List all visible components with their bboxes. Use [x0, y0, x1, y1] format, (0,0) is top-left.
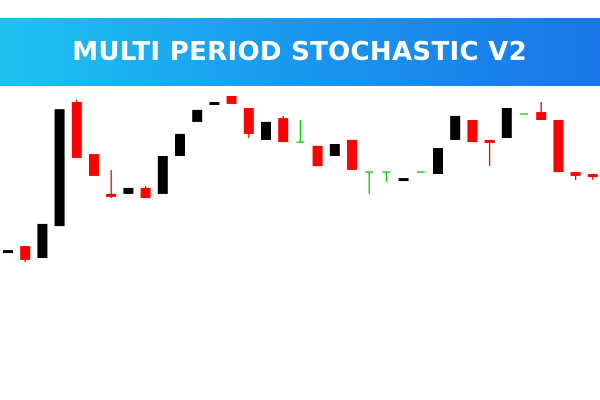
- candle-11: [175, 133, 185, 156]
- candle-body: [243, 108, 254, 134]
- candle-body: [192, 109, 203, 122]
- candle-body: [398, 178, 409, 182]
- candle-2: [20, 246, 31, 263]
- candle-30: [501, 108, 512, 138]
- candle-4: [54, 109, 65, 227]
- candle-28: [467, 120, 478, 143]
- candle-body: [209, 102, 220, 105]
- candle-body: [329, 144, 340, 156]
- candle-body: [261, 121, 271, 140]
- candle-1: [3, 250, 13, 254]
- chart-title: MULTI PERIOD STOCHASTIC V2: [72, 37, 527, 67]
- candle-body: [467, 120, 478, 143]
- candle-body: [3, 250, 13, 254]
- candle-3: [37, 223, 48, 258]
- candle-17: [278, 115, 289, 143]
- candle-body: [157, 156, 168, 194]
- candle-body: [312, 145, 323, 167]
- candle-19: [312, 145, 323, 167]
- candle-body: [501, 108, 512, 138]
- candle-body: [347, 139, 357, 170]
- candle-5: [71, 99, 82, 158]
- candle-15: [243, 108, 254, 138]
- candle-body: [20, 246, 31, 260]
- candle-10: [157, 156, 168, 194]
- candle-33: [553, 120, 564, 173]
- candle-6: [89, 154, 99, 176]
- candle-body: [140, 187, 151, 198]
- candle-21: [347, 139, 357, 170]
- candle-8: [123, 187, 134, 194]
- candle-13: [209, 102, 220, 105]
- candle-26: [433, 148, 443, 174]
- candle-body: [71, 102, 82, 158]
- candle-body: [106, 193, 117, 197]
- candle-body: [484, 139, 495, 143]
- candle-16: [261, 121, 271, 140]
- candle-32: [536, 102, 547, 120]
- candle-body: [553, 120, 564, 173]
- candle-14: [226, 96, 237, 104]
- candle-body: [587, 174, 598, 177]
- candle-body: [433, 148, 443, 174]
- candle-body: [278, 118, 289, 143]
- candle-body: [570, 172, 581, 176]
- candle-22: [365, 171, 374, 194]
- candle-body: [175, 133, 185, 156]
- candle-12: [192, 109, 203, 122]
- candle-34: [570, 172, 581, 180]
- candle-body: [450, 115, 461, 140]
- candle-body: [89, 154, 99, 176]
- title-banner: MULTI PERIOD STOCHASTIC V2: [0, 18, 600, 86]
- candle-9: [140, 186, 151, 198]
- candle-20: [329, 144, 340, 156]
- candle-35: [587, 174, 598, 180]
- candle-7: [106, 169, 117, 198]
- candle-body: [226, 96, 237, 104]
- candle-27: [450, 115, 461, 140]
- candle-body: [536, 112, 547, 120]
- candle-body: [54, 109, 65, 227]
- candle-23: [382, 171, 391, 182]
- candle-body: [123, 187, 134, 194]
- candle-24: [398, 178, 409, 182]
- candle-29: [484, 139, 495, 167]
- candle-body: [37, 223, 48, 258]
- candle-18: [296, 120, 305, 143]
